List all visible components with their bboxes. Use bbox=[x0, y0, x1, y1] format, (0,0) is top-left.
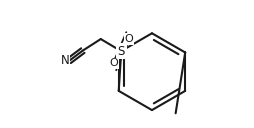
Text: N: N bbox=[60, 54, 69, 67]
Text: S: S bbox=[118, 45, 125, 58]
Text: O: O bbox=[124, 34, 133, 44]
Text: O: O bbox=[109, 58, 118, 68]
